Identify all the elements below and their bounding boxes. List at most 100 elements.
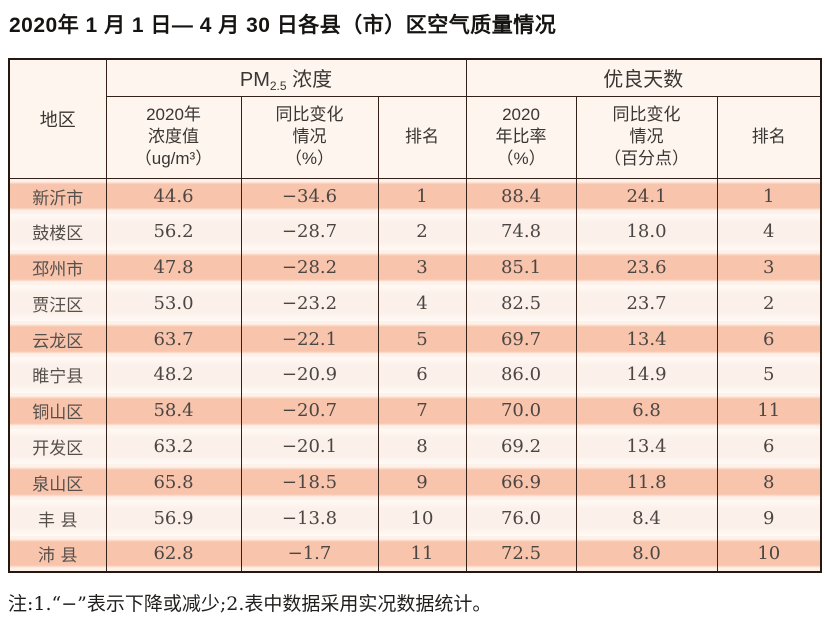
header-good-rank: 排名 xyxy=(716,95,822,179)
cell-good-change: 13.4 xyxy=(575,428,718,465)
cell-region: 新沂市 xyxy=(8,178,107,214)
header-pm25-group: PM2.5 浓度 xyxy=(105,58,467,97)
cell-pm25-value: 63.7 xyxy=(105,321,242,357)
cell-good-change: 14.9 xyxy=(575,356,718,393)
cell-pm25-change: −1.7 xyxy=(240,535,379,572)
cell-pm25-change: −20.7 xyxy=(240,392,379,429)
cell-region: 邳州市 xyxy=(8,249,107,286)
cell-pm25-rank: 11 xyxy=(377,535,467,572)
header-group-row: 地区 PM2.5 浓度 优良天数 xyxy=(8,58,822,179)
cell-pm25-rank: 8 xyxy=(377,428,467,465)
cell-good-rank: 9 xyxy=(716,500,822,536)
table-row: 云龙区 63.7 −22.1 5 69.7 13.4 6 xyxy=(8,321,822,357)
header-sub-row: 2020年 浓度值 （ug/m³） 同比变化 情况 （%） 排名 2020 年比… xyxy=(9,95,822,179)
table-row: 沛 县 62.8 −1.7 11 72.5 8.0 10 xyxy=(8,535,822,572)
header-pm25-change: 同比变化 情况 （%） xyxy=(240,95,379,179)
cell-pm25-change: −20.1 xyxy=(240,428,379,465)
cell-pm25-rank: 9 xyxy=(377,464,467,501)
cell-good-rate: 72.5 xyxy=(465,535,577,572)
cell-good-rank: 4 xyxy=(716,213,822,250)
header-pm25-rank: 排名 xyxy=(377,95,467,179)
cell-good-rank: 11 xyxy=(716,392,822,429)
cell-pm25-value: 48.2 xyxy=(105,356,242,393)
header-pm25-value: 2020年 浓度值 （ug/m³） xyxy=(105,95,242,179)
header-good-change: 同比变化 情况 （百分点） xyxy=(575,95,718,179)
cell-pm25-value: 65.8 xyxy=(105,464,242,501)
cell-good-rank: 6 xyxy=(716,428,822,465)
table-row: 鼓楼区 56.2 −28.7 2 74.8 18.0 4 xyxy=(8,213,822,250)
table-body: 新沂市 44.6 −34.6 1 88.4 24.1 1 鼓楼区 56.2 −2… xyxy=(8,178,822,572)
air-quality-table: 地区 PM2.5 浓度 优良天数 2020年 浓度值 （ug/m³） 同比变化 … xyxy=(8,58,823,573)
cell-pm25-change: −22.1 xyxy=(240,321,379,357)
cell-pm25-value: 63.2 xyxy=(105,428,242,465)
header-good-rate: 2020 年比率 （%） xyxy=(465,95,577,179)
cell-good-change: 11.8 xyxy=(575,464,718,501)
cell-region: 鼓楼区 xyxy=(8,213,107,250)
cell-good-rate: 88.4 xyxy=(465,178,577,214)
cell-good-change: 23.7 xyxy=(575,285,718,322)
cell-good-change: 24.1 xyxy=(575,178,718,214)
cell-good-change: 13.4 xyxy=(575,321,718,357)
cell-good-change: 23.6 xyxy=(575,249,718,286)
cell-pm25-rank: 7 xyxy=(377,392,467,429)
pm25-label-subscript: 2.5 xyxy=(269,79,287,94)
table-header: 地区 PM2.5 浓度 优良天数 2020年 浓度值 （ug/m³） 同比变化 … xyxy=(8,58,822,179)
table-row: 睢宁县 48.2 −20.9 6 86.0 14.9 5 xyxy=(8,356,822,393)
cell-region: 开发区 xyxy=(8,428,107,465)
cell-pm25-change: −28.2 xyxy=(240,249,379,286)
cell-good-rank: 1 xyxy=(716,178,822,214)
cell-region: 丰 县 xyxy=(8,500,107,536)
cell-pm25-value: 58.4 xyxy=(105,392,242,429)
cell-good-change: 6.8 xyxy=(575,392,718,429)
cell-good-rate: 69.2 xyxy=(465,428,577,465)
header-region: 地区 xyxy=(8,58,107,179)
cell-region: 贾汪区 xyxy=(8,285,107,322)
cell-pm25-change: −28.7 xyxy=(240,213,379,250)
cell-good-rate: 85.1 xyxy=(465,249,577,286)
cell-pm25-rank: 4 xyxy=(377,285,467,322)
table-row: 铜山区 58.4 −20.7 7 70.0 6.8 11 xyxy=(8,392,822,429)
cell-good-rate: 70.0 xyxy=(465,392,577,429)
cell-region: 泉山区 xyxy=(8,464,107,501)
table-footnote: 注:1.“−”表示下降或减少;2.表中数据采用实况数据统计。 xyxy=(8,593,492,615)
page-title: 2020年 1 月 1 日— 4 月 30 日各县（市）区空气质量情况 xyxy=(9,14,557,37)
cell-good-rate: 82.5 xyxy=(465,285,577,322)
cell-pm25-value: 56.2 xyxy=(105,213,242,250)
cell-pm25-rank: 6 xyxy=(377,356,467,393)
cell-pm25-value: 56.9 xyxy=(105,500,242,536)
table-row: 丰 县 56.9 −13.8 10 76.0 8.4 9 xyxy=(8,500,822,536)
cell-pm25-change: −23.2 xyxy=(240,285,379,322)
cell-pm25-value: 53.0 xyxy=(105,285,242,322)
cell-region: 沛 县 xyxy=(8,535,107,572)
table-row: 泉山区 65.8 −18.5 9 66.9 11.8 8 xyxy=(8,464,822,501)
cell-pm25-rank: 10 xyxy=(377,500,467,536)
cell-pm25-value: 47.8 xyxy=(105,249,242,286)
cell-good-rate: 66.9 xyxy=(465,464,577,501)
cell-good-rank: 10 xyxy=(716,535,822,572)
table-row: 邳州市 47.8 −28.2 3 85.1 23.6 3 xyxy=(8,249,822,286)
cell-pm25-change: −18.5 xyxy=(240,464,379,501)
cell-good-rate: 76.0 xyxy=(465,500,577,536)
table-row: 新沂市 44.6 −34.6 1 88.4 24.1 1 xyxy=(8,178,822,214)
cell-region: 云龙区 xyxy=(8,321,107,357)
cell-pm25-change: −20.9 xyxy=(240,356,379,393)
cell-pm25-rank: 2 xyxy=(377,213,467,250)
cell-good-rank: 2 xyxy=(716,285,822,322)
cell-pm25-rank: 1 xyxy=(377,178,467,214)
cell-pm25-value: 62.8 xyxy=(105,535,242,572)
cell-region: 铜山区 xyxy=(8,392,107,429)
cell-pm25-change: −13.8 xyxy=(240,500,379,536)
cell-good-rank: 8 xyxy=(716,464,822,501)
header-good-days-group: 优良天数 xyxy=(465,58,822,97)
cell-good-rank: 6 xyxy=(716,321,822,357)
cell-pm25-change: −34.6 xyxy=(240,178,379,214)
cell-region: 睢宁县 xyxy=(8,356,107,393)
cell-pm25-rank: 5 xyxy=(377,321,467,357)
pm25-label-prefix: PM xyxy=(239,69,270,92)
cell-pm25-value: 44.6 xyxy=(105,178,242,214)
cell-good-rank: 3 xyxy=(716,249,822,286)
cell-good-change: 18.0 xyxy=(575,213,718,250)
cell-pm25-rank: 3 xyxy=(377,249,467,286)
table-row: 开发区 63.2 −20.1 8 69.2 13.4 6 xyxy=(8,428,822,465)
